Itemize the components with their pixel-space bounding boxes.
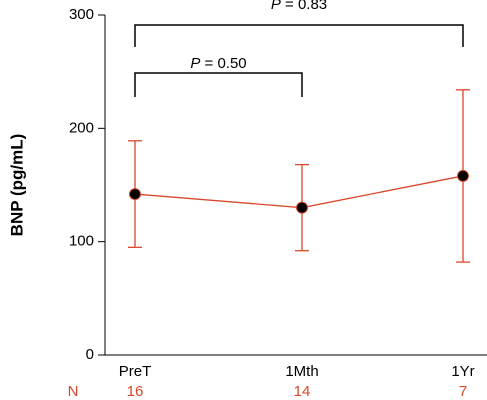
n-label: N [68, 383, 79, 400]
p-value: = 0.50 [200, 55, 246, 72]
y-axis-label: BNP (pg/mL) [7, 134, 26, 237]
p-symbol: P [190, 55, 200, 72]
p-symbol: P [271, 0, 281, 13]
significance-bracket [134, 24, 464, 47]
significance-bracket [134, 72, 303, 97]
n-value: 16 [127, 383, 144, 400]
x-tick-label: PreT [119, 363, 152, 380]
x-tick-label: 1Yr [451, 363, 474, 380]
data-point [129, 188, 141, 201]
y-tick-label: 100 [69, 233, 94, 250]
n-value: 7 [459, 383, 467, 400]
n-value: 14 [294, 383, 311, 400]
data-point [296, 201, 308, 214]
y-tick-label: 300 [69, 6, 94, 23]
p-value: = 0.83 [281, 0, 327, 13]
y-tick-label: 200 [69, 119, 94, 136]
data-point [457, 169, 469, 182]
y-tick-label: 0 [86, 346, 94, 363]
p-value-label: P = 0.50 [190, 55, 246, 72]
p-value-label: P = 0.83 [271, 0, 327, 13]
x-tick-label: 1Mth [285, 363, 318, 380]
